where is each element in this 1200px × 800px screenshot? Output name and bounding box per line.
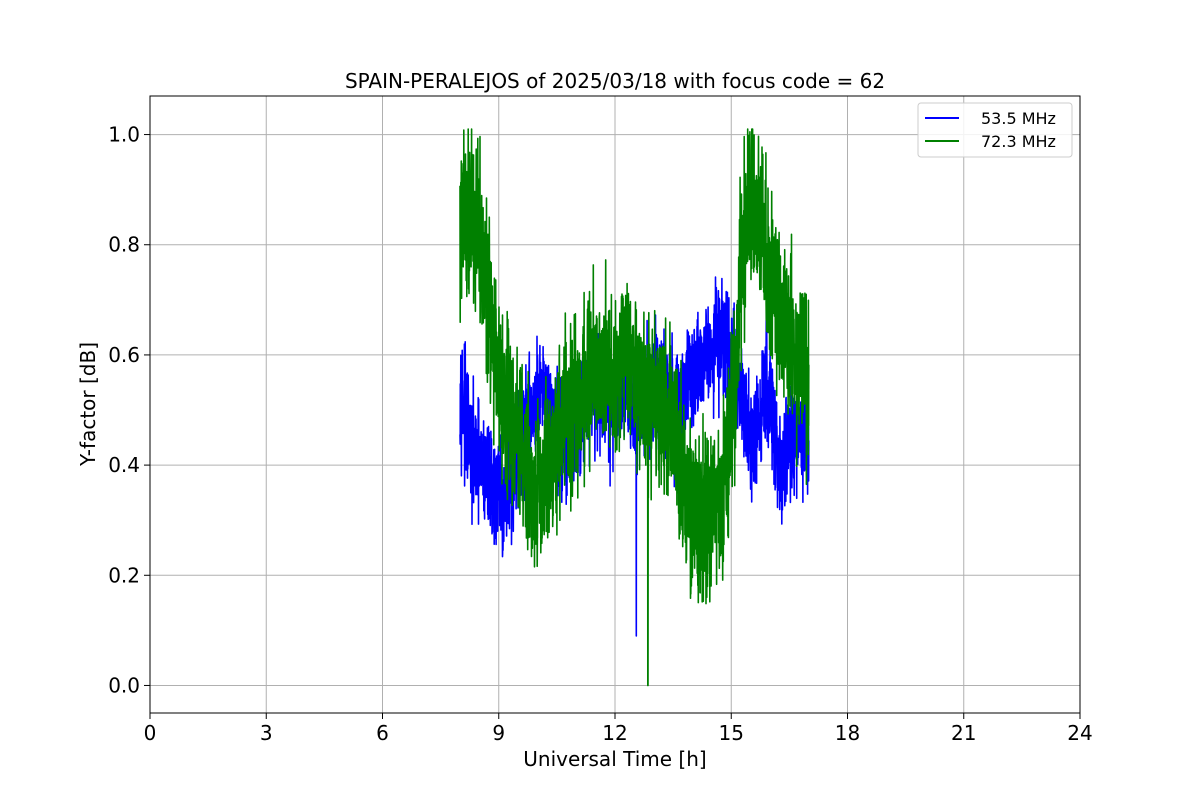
x-tick-label: 0 [144, 721, 157, 745]
x-tick-label: 18 [835, 721, 860, 745]
x-axis-label: Universal Time [h] [523, 747, 706, 771]
series-layer [459, 128, 810, 687]
x-tick-label: 12 [602, 721, 627, 745]
y-tick-label: 0.4 [108, 453, 140, 477]
series-line-72-3-mhz [459, 128, 810, 687]
legend-label-53-5-mhz: 53.5 MHz [981, 109, 1056, 128]
x-axis-ticks: 0 3 6 9 12 15 18 21 24 [144, 713, 1093, 745]
x-tick-label: 15 [719, 721, 744, 745]
y-tick-label: 0.6 [108, 343, 140, 367]
legend-label-72-3-mhz: 72.3 MHz [981, 132, 1056, 151]
y-axis-ticks: 0.0 0.2 0.4 0.6 0.8 1.0 [108, 123, 150, 697]
x-tick-label: 6 [376, 721, 389, 745]
x-tick-label: 21 [951, 721, 976, 745]
x-tick-label: 3 [260, 721, 273, 745]
legend: 53.5 MHz 72.3 MHz [917, 102, 1073, 158]
x-tick-label: 9 [492, 721, 505, 745]
x-tick-label: 24 [1067, 721, 1092, 745]
y-axis-label: Y-factor [dB] [76, 342, 100, 467]
y-tick-label: 0.0 [108, 673, 140, 697]
legend-box [917, 102, 1073, 158]
y-tick-label: 1.0 [108, 123, 140, 147]
y-tick-label: 0.8 [108, 233, 140, 257]
y-tick-label: 0.2 [108, 563, 140, 587]
chart-title: SPAIN-PERALEJOS of 2025/03/18 with focus… [345, 69, 885, 93]
